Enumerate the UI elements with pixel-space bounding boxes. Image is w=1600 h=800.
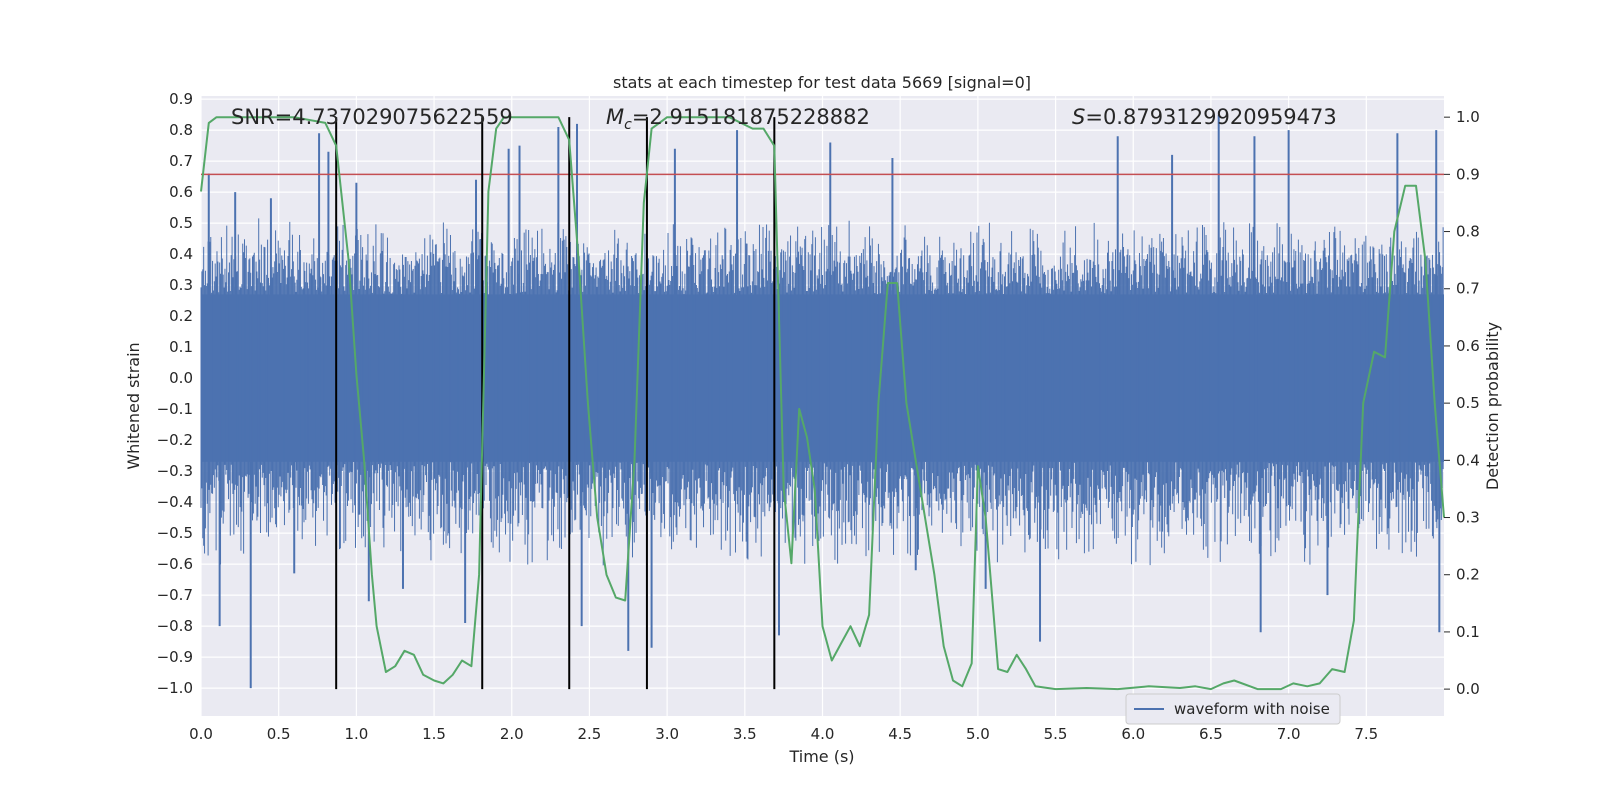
s-symbol: S	[1072, 105, 1085, 129]
y-tick-label: 0.7	[169, 152, 193, 170]
y2-tick-label: 0.8	[1456, 223, 1480, 241]
y-tick-label: −0.8	[157, 617, 193, 635]
legend: waveform with noise	[1125, 693, 1341, 725]
x-tick-label: 5.0	[966, 725, 990, 743]
y2-tick-label: 0.5	[1456, 394, 1480, 412]
x-tick-label: 3.5	[733, 725, 757, 743]
y2-tick-label: 0.6	[1456, 337, 1480, 355]
y2-tick-label: 0.7	[1456, 280, 1480, 298]
y-tick-label: 0.9	[169, 90, 193, 108]
y2-tick-label: 0.4	[1456, 451, 1480, 469]
y2-axis-label: Detection probability	[1483, 322, 1502, 490]
y2-tick-label: 0.0	[1456, 680, 1480, 698]
y2-tick-label: 0.9	[1456, 165, 1480, 183]
x-tick-label: 3.0	[655, 725, 679, 743]
axis-ticks: 0.0 0.5 1.0 1.5 2.0 2.5 3.0 3.5 4.0 4.5 5.0 5.5 6.0 6…	[157, 90, 1480, 743]
y2-tick-label: 0.3	[1456, 509, 1480, 527]
x-tick-label: 0.0	[189, 725, 213, 743]
chirp-mass-value: =2.915181875228882	[632, 105, 870, 129]
y-tick-label: −1.0	[157, 679, 193, 697]
chirp-mass-annotation: Mc=2.915181875228882	[606, 105, 870, 133]
x-tick-label: 5.5	[1044, 725, 1068, 743]
x-tick-label: 1.5	[422, 725, 446, 743]
x-axis-label: Time (s)	[788, 747, 854, 766]
y-tick-label: 0.8	[169, 121, 193, 139]
overlay-lines	[201, 117, 1444, 690]
y2-tick-label: 0.2	[1456, 566, 1480, 584]
s-annotation: S=0.8793129920959473	[1072, 105, 1337, 129]
legend-box	[1125, 693, 1341, 725]
x-tick-label: 7.0	[1277, 725, 1301, 743]
y-tick-label: 0.5	[169, 214, 193, 232]
y-tick-label: 0.2	[169, 307, 193, 325]
x-tick-label: 1.0	[344, 725, 368, 743]
y-tick-label: −0.9	[157, 648, 193, 666]
x-tick-label: 4.5	[888, 725, 912, 743]
x-tick-label: 4.0	[811, 725, 835, 743]
y2-tick-label: 0.1	[1456, 623, 1480, 641]
chirp-mass-subscript: c	[624, 117, 632, 133]
detection-probability-line	[200, 116, 1445, 691]
y-axis-label: Whitened strain	[124, 342, 143, 469]
y-tick-label: −0.1	[157, 400, 193, 418]
x-tick-label: 7.5	[1354, 725, 1378, 743]
waveform-series	[200, 114, 1444, 689]
x-tick-label: 0.5	[267, 725, 291, 743]
x-tick-label: 6.0	[1121, 725, 1145, 743]
y-tick-label: 0.3	[169, 276, 193, 294]
x-tick-label: 2.0	[500, 725, 524, 743]
y-tick-label: −0.3	[157, 462, 193, 480]
probability-series	[200, 116, 1445, 691]
legend-label: waveform with noise	[1174, 700, 1330, 718]
y2-tick-label: 1.0	[1456, 108, 1480, 126]
y-tick-label: −0.5	[157, 524, 193, 542]
x-tick-label: 2.5	[578, 725, 602, 743]
y-tick-label: 0.1	[169, 338, 193, 356]
chirp-mass-symbol: M	[606, 105, 624, 129]
y-tick-label: −0.7	[157, 586, 193, 604]
y-tick-label: 0.0	[169, 369, 193, 387]
y-tick-label: −0.4	[157, 493, 193, 511]
y-tick-label: −0.6	[157, 555, 193, 573]
snr-annotation: SNR=4.737029075622559	[231, 105, 513, 129]
y-tick-label: 0.6	[169, 183, 193, 201]
x-tick-label: 6.5	[1199, 725, 1223, 743]
y-tick-label: −0.2	[157, 431, 193, 449]
chart-title: stats at each timestep for test data 566…	[613, 73, 1031, 92]
y-tick-label: 0.4	[169, 245, 193, 263]
s-value: =0.8793129920959473	[1085, 105, 1336, 129]
